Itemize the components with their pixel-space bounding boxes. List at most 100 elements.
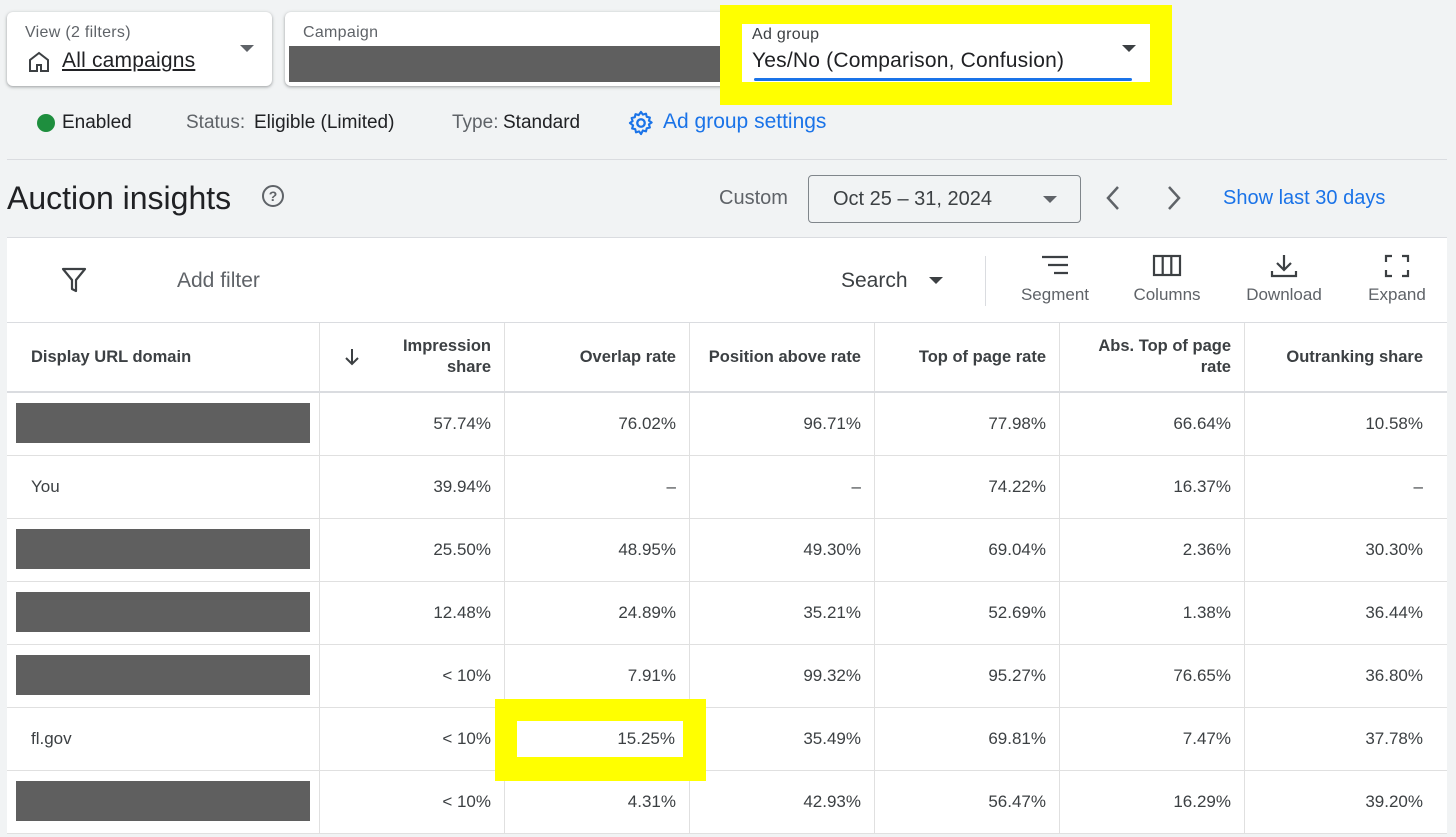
- segment-label: Segment: [1020, 285, 1090, 304]
- header-top-of-page-rate[interactable]: Top of page rate: [875, 323, 1060, 391]
- metric-cell: 25.50%: [320, 519, 505, 581]
- metric-cell: < 10%: [320, 645, 505, 707]
- search-dropdown[interactable]: Search: [841, 269, 908, 292]
- metric-cell: 16.37%: [1060, 456, 1245, 518]
- metric-cell: 69.04%: [875, 519, 1060, 581]
- home-icon: [27, 50, 51, 79]
- metric-cell: 7.91%: [505, 645, 690, 707]
- metric-cell: 76.65%: [1060, 645, 1245, 707]
- header-outranking-share[interactable]: Outranking share: [1286, 347, 1423, 366]
- campaign-label: Campaign: [303, 24, 379, 41]
- status-label: Status:: [186, 112, 246, 133]
- domain-cell: fl.gov: [7, 708, 320, 770]
- metric-cell: 7.47%: [1060, 708, 1245, 770]
- metric-cell: 96.71%: [690, 393, 875, 455]
- metric-cell: 16.29%: [1060, 771, 1245, 833]
- auction-insights-table: Display URL domain Impression share Over…: [7, 323, 1447, 834]
- header-impression-share-label: Impression share: [402, 337, 491, 376]
- table-row: 25.50% 48.95% 49.30% 69.04% 2.36% 30.30%: [7, 519, 1447, 582]
- table-row: < 10% 7.91% 99.32% 95.27% 76.65% 36.80%: [7, 645, 1447, 708]
- header-position-above-rate[interactable]: Position above rate: [690, 323, 875, 391]
- header-impression-share[interactable]: Impression share: [320, 323, 505, 391]
- metric-cell: 35.49%: [690, 708, 875, 770]
- type-label: Type:: [452, 112, 499, 133]
- campaign-selector[interactable]: Campaign: [285, 12, 745, 86]
- metric-cell: 95.27%: [875, 645, 1060, 707]
- ad-group-underline: [754, 78, 1132, 81]
- segment-button[interactable]: Segment: [1015, 253, 1095, 305]
- metric-cell: 2.36%: [1060, 519, 1245, 581]
- metric-cell: 99.32%: [690, 645, 875, 707]
- highlighted-overlap-value: 15.25%: [617, 729, 675, 748]
- type-value: Standard: [503, 112, 581, 133]
- divider: [7, 159, 1447, 160]
- domain-text: fl.gov: [31, 729, 72, 748]
- columns-label: Columns: [1133, 285, 1201, 304]
- enabled-text: Enabled: [62, 112, 132, 133]
- metric-cell: 42.93%: [690, 771, 875, 833]
- table-body: 57.74% 76.02% 96.71% 77.98% 66.64% 10.58% You 3…: [7, 393, 1447, 834]
- table-row: < 10% 4.31% 42.93% 56.47% 16.29% 39.20%: [7, 771, 1447, 834]
- header-overlap-rate[interactable]: Overlap rate: [505, 323, 690, 391]
- table-row: fl.gov < 10% 15.25% 35.49%69.81%7.47% 37.78%: [7, 708, 1447, 771]
- date-mode-label: Custom: [719, 187, 788, 209]
- redacted-domain: [16, 403, 310, 443]
- table-header: Display URL domain Impression share Over…: [7, 323, 1447, 393]
- metric-cell: 30.30%: [1365, 540, 1423, 559]
- toolbar: Add filter Search Segment Columns Downlo…: [7, 237, 1447, 323]
- header-abs-top-label: Abs. Top of page rate: [1098, 337, 1231, 376]
- domain-cell: You: [7, 456, 320, 518]
- metric-cell: 66.64%: [1060, 393, 1245, 455]
- download-button[interactable]: Download: [1239, 253, 1329, 305]
- chevron-down-icon[interactable]: [240, 45, 254, 52]
- metric-cell: 24.89%: [505, 582, 690, 644]
- metric-cell: –: [505, 456, 690, 518]
- ad-group-value[interactable]: Yes/No (Comparison, Confusion): [752, 49, 1065, 72]
- metric-cell: 10.58%: [1365, 414, 1423, 433]
- metric-cell: –: [690, 456, 875, 518]
- chevron-down-icon[interactable]: [1122, 45, 1136, 52]
- metric-cell: 69.81%: [875, 708, 1060, 770]
- view-value[interactable]: All campaigns: [62, 49, 196, 72]
- view-selector[interactable]: View (2 filters) All campaigns: [7, 12, 272, 86]
- metric-cell: 36.44%: [1365, 603, 1423, 622]
- table-row: 12.48% 24.89% 35.21% 52.69% 1.38% 36.44%: [7, 582, 1447, 645]
- redacted-domain: [16, 592, 310, 632]
- redacted-domain: [16, 529, 310, 569]
- expand-button[interactable]: Expand: [1359, 253, 1435, 305]
- metric-cell: 35.21%: [690, 582, 875, 644]
- columns-button[interactable]: Columns: [1127, 253, 1207, 305]
- ad-group-settings-link[interactable]: Ad group settings: [663, 110, 827, 133]
- download-icon: [1239, 253, 1329, 279]
- expand-icon: [1359, 253, 1435, 279]
- view-label: View (2 filters): [25, 24, 131, 41]
- ad-group-label: Ad group: [752, 26, 820, 43]
- show-last-30-days-link[interactable]: Show last 30 days: [1223, 187, 1386, 209]
- metric-cell: 56.47%: [875, 771, 1060, 833]
- gear-icon[interactable]: [627, 109, 655, 143]
- header-abs-top-of-page-rate[interactable]: Abs. Top of page rate: [1060, 323, 1245, 391]
- domain-cell: [7, 582, 320, 644]
- metric-cell: 37.78%: [1365, 729, 1423, 748]
- metric-cell: 77.98%: [875, 393, 1060, 455]
- filter-icon[interactable]: [61, 266, 87, 299]
- add-filter-button[interactable]: Add filter: [177, 269, 260, 292]
- help-icon[interactable]: ?: [262, 185, 284, 207]
- header-display-url-domain[interactable]: Display URL domain: [7, 323, 320, 391]
- date-range-picker[interactable]: Oct 25 – 31, 2024: [808, 175, 1081, 223]
- metric-cell: 39.94%: [320, 456, 505, 518]
- domain-text: You: [31, 477, 60, 496]
- metric-cell: 76.02%: [505, 393, 690, 455]
- metric-cell: –: [1413, 477, 1423, 496]
- domain-cell: [7, 645, 320, 707]
- chevron-right-icon[interactable]: [1162, 183, 1186, 218]
- page-title: Auction insights: [7, 180, 232, 216]
- ad-group-selector[interactable]: Ad group Yes/No (Comparison, Confusion): [742, 24, 1150, 82]
- chevron-left-icon[interactable]: [1101, 183, 1125, 218]
- chevron-down-icon[interactable]: [929, 277, 943, 284]
- expand-label: Expand: [1368, 285, 1426, 304]
- metric-cell: < 10%: [320, 708, 505, 770]
- chevron-down-icon: [1043, 196, 1057, 203]
- metric-cell: 52.69%: [875, 582, 1060, 644]
- date-range-value: Oct 25 – 31, 2024: [833, 188, 993, 210]
